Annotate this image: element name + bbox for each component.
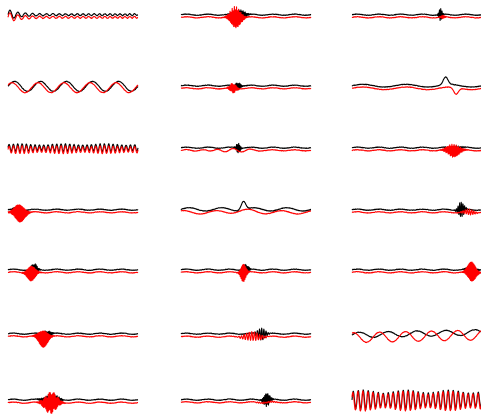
panel-r5c1 <box>7 263 139 282</box>
trace-r4c2-black <box>180 200 312 212</box>
trace-r5c2-red <box>180 263 312 282</box>
trace-r3c1-red <box>7 145 139 155</box>
trace-r7c1-red <box>7 392 139 414</box>
trace-r1c2-black <box>180 9 312 22</box>
trace-r5c3-black <box>351 263 481 278</box>
trace-r7c1-black <box>7 393 139 406</box>
trace-r1c1-red <box>7 12 139 22</box>
panel-r5c3 <box>351 261 481 282</box>
panel-r4c3 <box>351 201 481 217</box>
trace-r1c3-red <box>351 14 481 20</box>
trace-r6c3-red <box>351 329 481 344</box>
trace-r7c3-red <box>351 390 481 412</box>
panel-r3c1 <box>7 143 139 155</box>
panel-r6c2 <box>180 327 312 342</box>
panel-r1c1 <box>7 9 139 22</box>
trace-r6c1-black <box>7 330 139 338</box>
trace-r3c3-black <box>351 145 481 151</box>
trace-r7c2-red <box>180 400 312 405</box>
panel-r7c2 <box>180 393 312 408</box>
trace-r3c2-black <box>180 142 312 154</box>
trace-r4c3-red <box>351 208 481 216</box>
trace-r4c2-red <box>180 208 312 215</box>
trace-r2c2-red <box>180 83 312 94</box>
panel-r6c3 <box>351 328 481 344</box>
trace-r2c3-black <box>351 76 481 88</box>
panel-r3c2 <box>180 142 312 154</box>
trace-r7c2-black <box>180 393 312 408</box>
trace-r4c1-red <box>7 204 139 223</box>
trace-r4c3-black <box>351 201 481 217</box>
panel-r4c1 <box>7 204 139 223</box>
panel-r4c2 <box>180 200 312 215</box>
trace-r1c1-black <box>7 9 139 19</box>
panel-r2c3 <box>351 76 481 95</box>
trace-r5c3-red <box>351 261 481 282</box>
trace-r4c1-black <box>7 205 139 214</box>
trace-r2c3-red <box>351 86 481 95</box>
trace-r6c3-black <box>351 328 481 339</box>
trace-r2c2-black <box>180 82 312 91</box>
panel-r6c1 <box>7 330 139 348</box>
panel-r1c2 <box>180 6 312 29</box>
trace-r5c1-red <box>7 265 139 282</box>
trace-r6c1-red <box>7 330 139 348</box>
panel-r2c2 <box>180 82 312 94</box>
panel-r2c1 <box>7 80 139 94</box>
trace-r1c2-red <box>180 6 312 29</box>
trace-r6c2-red <box>180 331 312 342</box>
trace-r2c1-red <box>7 81 139 94</box>
panels-group <box>7 6 481 414</box>
panel-r7c1 <box>7 392 139 414</box>
panel-r3c3 <box>351 143 481 158</box>
panel-r7c3 <box>351 389 481 412</box>
trace-r1c3-black <box>351 8 481 21</box>
panel-r1c3 <box>351 8 481 21</box>
trace-r3c2-red <box>180 147 312 153</box>
panel-r5c2 <box>180 263 312 282</box>
trace-r3c3-red <box>351 143 481 158</box>
